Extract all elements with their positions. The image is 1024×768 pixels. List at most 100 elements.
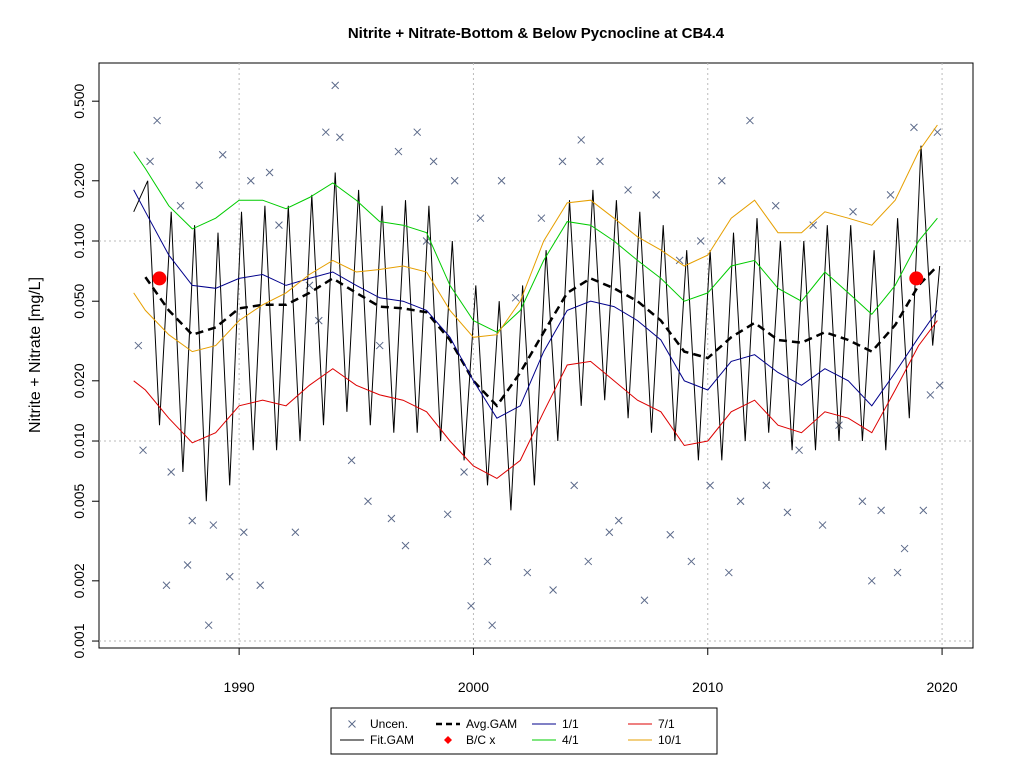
data-point <box>835 421 843 430</box>
data-point <box>877 506 886 515</box>
data-point <box>666 530 675 539</box>
data-line <box>133 124 938 353</box>
data-line <box>133 320 938 479</box>
data-line <box>133 151 938 333</box>
data-point <box>146 157 154 166</box>
y-axis-label: Nitrite + Nitrate [mg/L] <box>27 277 44 433</box>
data-point <box>467 601 475 610</box>
data-point <box>153 116 161 125</box>
data-point <box>162 581 171 590</box>
y-tick-label: 0.020 <box>71 363 87 398</box>
data-point <box>893 568 902 577</box>
data-point <box>483 557 492 566</box>
data-point <box>167 468 176 476</box>
data-line <box>133 145 941 511</box>
data-point <box>265 168 274 177</box>
data-point <box>511 293 520 302</box>
data-point <box>577 136 586 144</box>
data-point <box>886 191 895 199</box>
data-point <box>558 157 567 166</box>
legend-label: Fit.GAM <box>370 733 414 747</box>
data-point <box>746 116 754 125</box>
data-point <box>387 514 396 523</box>
y-tick-label: 0.100 <box>71 223 87 258</box>
plot-frame <box>98 62 974 649</box>
data-point <box>188 516 197 525</box>
legend-label: Avg.GAM <box>466 717 517 731</box>
data-point <box>717 176 726 185</box>
x-tick-label: 2010 <box>692 679 723 695</box>
data-point <box>687 557 696 566</box>
data-point <box>762 481 771 490</box>
data-point <box>867 576 876 585</box>
x-tick-label: 2020 <box>926 679 957 695</box>
y-tick-label: 0.002 <box>71 563 87 598</box>
y-tick-label: 0.050 <box>71 283 87 318</box>
y-tick-label: 0.010 <box>71 423 87 458</box>
x-tick-label: 2000 <box>458 679 489 695</box>
data-point <box>584 557 593 566</box>
chart-title: Nitrite + Nitrate-Bottom & Below Pycnocl… <box>348 25 725 42</box>
legend-label: 7/1 <box>658 717 675 731</box>
data-point <box>450 176 459 185</box>
data-point <box>497 176 506 185</box>
data-point <box>176 201 185 210</box>
data-point <box>394 147 403 156</box>
x-tick-label: 1990 <box>224 679 255 695</box>
data-point <box>736 497 745 506</box>
data-point <box>443 510 452 519</box>
data-point <box>605 528 614 537</box>
data-point <box>933 128 942 137</box>
data-point <box>314 316 323 325</box>
data-point <box>537 214 546 223</box>
data-point <box>476 214 485 223</box>
data-point <box>818 521 827 529</box>
data-point <box>614 516 623 525</box>
data-point <box>724 568 733 577</box>
data-point <box>364 497 372 506</box>
data-point <box>139 446 147 455</box>
legend-box <box>330 707 718 755</box>
legend-label: Uncen. <box>370 717 408 731</box>
data-point <box>331 81 340 90</box>
data-point <box>256 581 265 590</box>
data-point <box>321 128 330 137</box>
data-point <box>900 544 909 553</box>
data-point <box>204 621 213 630</box>
y-tick-label: 0.200 <box>71 163 87 198</box>
legend-label: 10/1 <box>658 733 682 747</box>
data-point <box>246 176 255 185</box>
data-point <box>195 181 204 190</box>
data-point <box>570 481 579 490</box>
legend-label: 4/1 <box>562 733 579 747</box>
data-point <box>919 506 928 515</box>
data-point <box>401 541 410 550</box>
data-point <box>935 381 944 390</box>
legend-label: 1/1 <box>562 717 579 731</box>
data-point <box>218 150 227 159</box>
data-point <box>347 456 356 465</box>
data-point <box>225 572 234 581</box>
data-point <box>858 497 867 506</box>
data-point <box>624 186 632 194</box>
data-point <box>183 561 192 569</box>
data-point <box>375 341 384 350</box>
data-point <box>675 256 684 265</box>
y-tick-label: 0.001 <box>71 623 87 658</box>
data-point <box>596 157 604 166</box>
data-line <box>144 265 939 408</box>
data-point <box>429 157 438 166</box>
y-tick-label: 0.500 <box>71 83 87 118</box>
data-point <box>460 468 468 476</box>
data-point <box>771 201 780 210</box>
data-point <box>783 508 792 517</box>
data-point <box>275 221 283 230</box>
data-point <box>134 341 143 350</box>
data-point <box>523 568 532 577</box>
data-point <box>809 221 818 230</box>
data-point <box>640 596 649 605</box>
data-point <box>336 133 344 142</box>
data-point <box>291 528 300 537</box>
